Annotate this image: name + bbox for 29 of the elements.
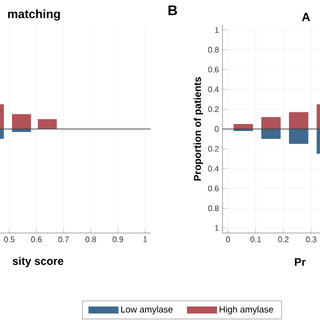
x-tick-label: 0.5: [4, 236, 15, 242]
x-tick-label: 0.1: [250, 236, 261, 242]
x-axis-title: sity score: [12, 256, 64, 268]
chart-title: A: [302, 12, 310, 22]
x-tick-label: 0.9: [112, 236, 124, 242]
y-tick-label: 0.8: [208, 205, 219, 212]
y-tick-label: 0.4: [208, 86, 219, 92]
x-tick-label: 0.8: [86, 236, 96, 242]
y-tick-label: 0.2: [208, 146, 219, 152]
x-tick-label: 0.2: [278, 236, 289, 242]
y-tick-label: 0.8: [208, 46, 219, 53]
y-tick-label: 1: [215, 27, 219, 33]
chart-title: matching: [8, 9, 60, 21]
y-tick-label: 0.2: [208, 106, 219, 112]
y-tick-label: 0.6: [208, 66, 219, 72]
x-tick-label: 0: [226, 236, 230, 242]
x-tick-label: 1: [143, 236, 147, 242]
x-tick-label: 0.6: [31, 236, 42, 242]
y-tick-label: 0: [214, 126, 219, 132]
legend-label: Low amylase: [121, 306, 173, 314]
x-tick-label: 0.3: [306, 236, 316, 242]
x-axis-title: Pr: [294, 258, 306, 266]
legend-label: High amylase: [220, 306, 274, 314]
y-tick-label: 1: [215, 225, 219, 231]
x-tick-label: 0.7: [58, 236, 69, 242]
y-tick-label: 0.4: [208, 166, 219, 172]
text: B: [168, 6, 178, 16]
y-tick-label: 0.6: [208, 186, 219, 192]
y-axis-title: Proportion of patients: [194, 77, 203, 181]
